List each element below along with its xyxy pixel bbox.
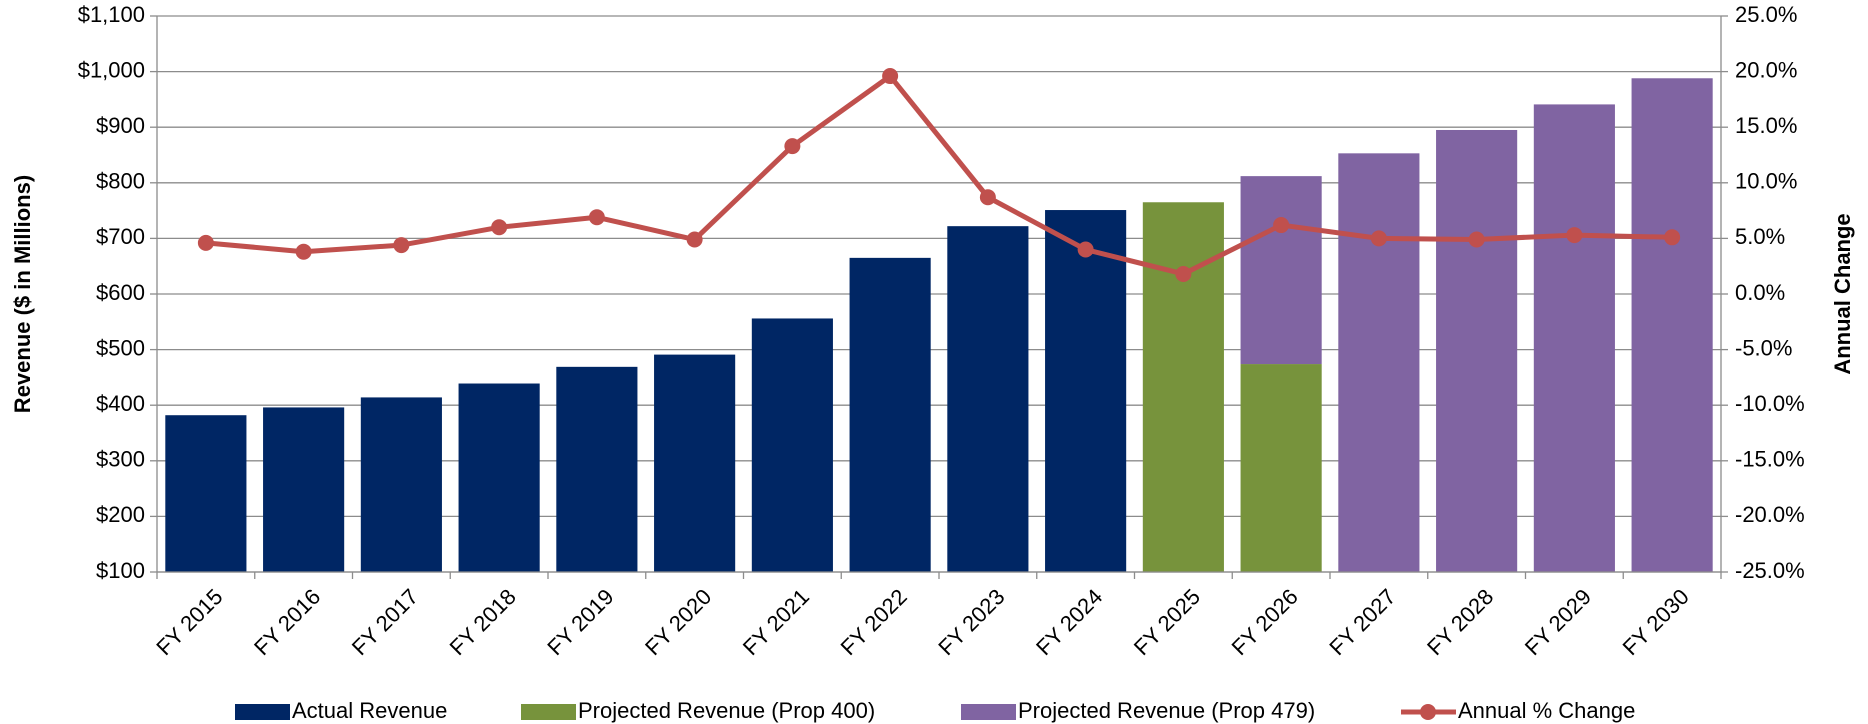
line-marker bbox=[1370, 230, 1387, 247]
line-marker bbox=[197, 234, 214, 251]
x-tick-label: FY 2022 bbox=[836, 584, 912, 660]
x-tick-label: FY 2025 bbox=[1129, 584, 1205, 660]
bar bbox=[849, 257, 931, 572]
bar bbox=[360, 397, 442, 572]
line-marker bbox=[393, 237, 410, 254]
y-tick-label: $600 bbox=[96, 280, 145, 305]
y-tick-label: $500 bbox=[96, 335, 145, 360]
x-tick-label: FY 2020 bbox=[640, 584, 716, 660]
x-tick-label: FY 2021 bbox=[738, 584, 814, 660]
y2-tick-label: -20.0% bbox=[1735, 502, 1805, 527]
legend-label: Projected Revenue (Prop 400) bbox=[578, 698, 875, 723]
x-tick-label: FY 2019 bbox=[542, 584, 618, 660]
line-marker bbox=[882, 68, 899, 85]
bar bbox=[458, 383, 540, 572]
bar bbox=[654, 354, 736, 572]
y2-axis-title: Annual Change bbox=[1830, 213, 1855, 374]
line-marker bbox=[1664, 229, 1681, 246]
bar bbox=[1533, 104, 1615, 573]
y-axis-title: Revenue ($ in Millions) bbox=[10, 175, 35, 413]
bar bbox=[165, 415, 247, 572]
y-tick-label: $300 bbox=[96, 447, 145, 472]
x-tick-label: FY 2018 bbox=[445, 584, 521, 660]
x-tick-label: FY 2023 bbox=[933, 584, 1009, 660]
y2-tick-label: 25.0% bbox=[1735, 2, 1797, 27]
bar bbox=[1631, 78, 1713, 572]
legend-swatch bbox=[235, 704, 290, 720]
line-marker bbox=[1077, 241, 1094, 258]
x-tick-label: FY 2030 bbox=[1618, 584, 1694, 660]
x-tick-label: FY 2024 bbox=[1031, 584, 1107, 660]
bar bbox=[751, 318, 833, 572]
x-tick-label: FY 2027 bbox=[1324, 584, 1400, 660]
bar bbox=[1240, 364, 1322, 572]
bar bbox=[1240, 176, 1322, 365]
y2-tick-label: -10.0% bbox=[1735, 391, 1805, 416]
line-marker bbox=[1468, 231, 1485, 248]
line-marker bbox=[1273, 217, 1290, 234]
line bbox=[205, 73, 1673, 277]
x-tick-label: FY 2026 bbox=[1227, 584, 1303, 660]
y2-tick-label: 15.0% bbox=[1735, 113, 1797, 138]
line-marker bbox=[686, 231, 703, 248]
legend-swatch bbox=[961, 704, 1016, 720]
bar bbox=[1045, 210, 1127, 572]
line-marker bbox=[979, 189, 996, 206]
y2-tick-label: 20.0% bbox=[1735, 57, 1797, 82]
x-tick-label: FY 2028 bbox=[1422, 584, 1498, 660]
y-tick-label: $700 bbox=[96, 224, 145, 249]
bar bbox=[1436, 129, 1518, 573]
line-marker bbox=[1566, 227, 1583, 244]
x-tick-label: FY 2015 bbox=[151, 584, 227, 660]
legend-label: Annual % Change bbox=[1458, 698, 1635, 723]
x-tick-label: FY 2016 bbox=[249, 584, 325, 660]
y-tick-label: $1,100 bbox=[78, 2, 145, 27]
y2-tick-label: -25.0% bbox=[1735, 558, 1805, 583]
legend-label: Projected Revenue (Prop 479) bbox=[1018, 698, 1315, 723]
bar bbox=[1338, 153, 1420, 572]
x-tick-label: FY 2017 bbox=[347, 584, 423, 660]
y-tick-label: $800 bbox=[96, 169, 145, 194]
bar bbox=[556, 366, 638, 572]
y-tick-label: $200 bbox=[96, 502, 145, 527]
x-tick-label: FY 2029 bbox=[1520, 584, 1596, 660]
bar bbox=[1142, 202, 1224, 572]
legend-marker bbox=[1420, 704, 1436, 720]
y-tick-label: $1,000 bbox=[78, 57, 145, 82]
y2-tick-label: 10.0% bbox=[1735, 169, 1797, 194]
y2-tick-label: 5.0% bbox=[1735, 224, 1785, 249]
y2-tick-label: -5.0% bbox=[1735, 335, 1792, 360]
bar bbox=[947, 226, 1029, 572]
line-marker bbox=[1175, 265, 1192, 282]
y-tick-label: $400 bbox=[96, 391, 145, 416]
y-tick-label: $900 bbox=[96, 113, 145, 138]
y2-tick-label: 0.0% bbox=[1735, 280, 1785, 305]
line-marker bbox=[588, 209, 605, 226]
line-marker bbox=[784, 138, 801, 155]
legend-swatch bbox=[521, 704, 576, 720]
y-tick-label: $100 bbox=[96, 558, 145, 583]
line-marker bbox=[491, 219, 508, 236]
legend-label: Actual Revenue bbox=[292, 698, 447, 723]
line-marker bbox=[295, 243, 312, 260]
y2-tick-label: -15.0% bbox=[1735, 447, 1805, 472]
bar bbox=[263, 407, 345, 572]
